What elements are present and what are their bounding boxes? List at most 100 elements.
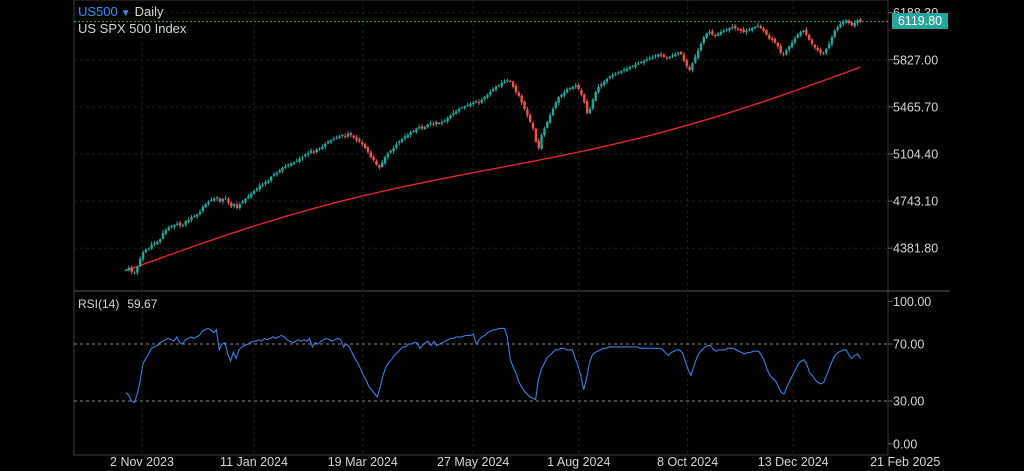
candle-body: [773, 38, 777, 43]
candle-body: [506, 80, 509, 82]
candle-body: [392, 148, 395, 152]
candle-body: [398, 141, 401, 144]
candle-body: [440, 121, 444, 124]
candle-body: [665, 57, 669, 59]
candle-body: [158, 239, 162, 243]
candle-body: [415, 128, 418, 132]
candle-body: [827, 43, 831, 49]
moving-average-path: [125, 66, 861, 272]
candle-body: [785, 50, 788, 55]
plot-border: [73, 0, 889, 456]
timeframe-label[interactable]: Daily: [134, 4, 164, 19]
symbol-selector[interactable]: US500 ▼ Daily: [78, 4, 164, 19]
candle-body: [483, 97, 486, 100]
candle-body: [813, 44, 817, 48]
candle-body: [847, 20, 851, 23]
candle-body: [289, 163, 293, 166]
candle-body: [694, 56, 697, 63]
candle-body: [338, 136, 341, 139]
time-axis[interactable]: 2 Nov 2023 11 Jan 2024 19 Mar 2024 27 May 2…: [110, 455, 940, 469]
candle-body: [745, 30, 748, 33]
candle-body: [603, 81, 606, 85]
candle-body: [830, 37, 834, 45]
candle-body: [733, 26, 737, 29]
candle-body: [150, 244, 153, 249]
candle-body: [153, 243, 156, 245]
candle-body: [805, 29, 808, 35]
candle-body: [725, 29, 728, 31]
candle-body: [247, 196, 250, 199]
candle-body: [822, 52, 825, 54]
candle-body: [230, 202, 233, 207]
candle-body: [267, 180, 270, 183]
candle-body: [497, 85, 501, 87]
candle-body: [449, 115, 452, 119]
candle-body: [825, 48, 828, 53]
candle-body: [642, 60, 646, 63]
candle-body: [375, 160, 378, 166]
candle-body: [133, 272, 136, 274]
candle-body: [557, 97, 560, 103]
candle-body: [776, 42, 780, 47]
candle-body: [318, 148, 321, 150]
rsi-tick-label: 30.00: [893, 395, 924, 409]
candle-body: [218, 198, 222, 202]
candle-body: [457, 108, 461, 112]
rsi-tick-label: 70.00: [893, 338, 924, 352]
candle-body: [201, 206, 205, 212]
candle-body: [503, 81, 506, 84]
candle-body: [702, 37, 706, 43]
price-axis[interactable]: 6188.305827.005465.705104.404743.104381.…: [888, 6, 938, 256]
candle-body: [255, 188, 259, 191]
candle-body: [349, 133, 353, 136]
candle-body: [409, 132, 412, 136]
candle-body: [147, 248, 150, 250]
candle-body: [770, 38, 774, 40]
candle-body: [221, 198, 224, 202]
candle-body: [691, 63, 694, 71]
candle-body: [486, 94, 489, 98]
candle-body: [608, 76, 612, 79]
candle-body: [272, 174, 276, 176]
candle-body: [631, 65, 634, 67]
candle-body: [580, 89, 583, 95]
candle-body: [141, 252, 145, 260]
candle-body: [526, 109, 529, 116]
price-tick-label: 4381.80: [893, 242, 938, 256]
candle-body: [417, 127, 421, 129]
last-price-tag: 6119.80: [892, 13, 948, 29]
candle-body: [753, 26, 757, 29]
candle-body: [341, 135, 344, 137]
candle-body: [614, 73, 617, 75]
symbol-label[interactable]: US500: [78, 4, 118, 19]
candle-body: [611, 75, 614, 77]
candle-body: [469, 103, 472, 107]
candle-body: [531, 122, 535, 129]
candle-body: [600, 84, 603, 87]
candle-body: [719, 32, 723, 35]
candle-body: [136, 266, 139, 273]
candle-body: [412, 131, 415, 133]
candle-body: [585, 101, 589, 113]
candle-body: [856, 20, 859, 23]
candle-body: [793, 38, 797, 43]
candle-body: [406, 135, 410, 138]
rsi-axis[interactable]: 100.00 70.00 30.00 0.00: [888, 295, 931, 452]
dropdown-arrow-icon[interactable]: ▼: [120, 8, 131, 19]
candle-body: [807, 35, 811, 40]
candle-body: [674, 54, 677, 57]
candle-body: [238, 204, 242, 208]
candle-body: [520, 95, 523, 103]
candle-body: [161, 232, 165, 239]
instrument-name: US SPX 500 Index: [78, 21, 187, 36]
candle-body: [361, 142, 364, 145]
candle-body: [241, 201, 244, 204]
candle-body: [287, 165, 290, 167]
candle-body: [181, 224, 185, 227]
candle-body: [466, 105, 469, 107]
candle-body: [454, 111, 458, 114]
candle-body: [688, 66, 691, 70]
candle-body: [366, 147, 370, 152]
candle-body: [204, 204, 207, 208]
candle-body: [195, 214, 199, 217]
